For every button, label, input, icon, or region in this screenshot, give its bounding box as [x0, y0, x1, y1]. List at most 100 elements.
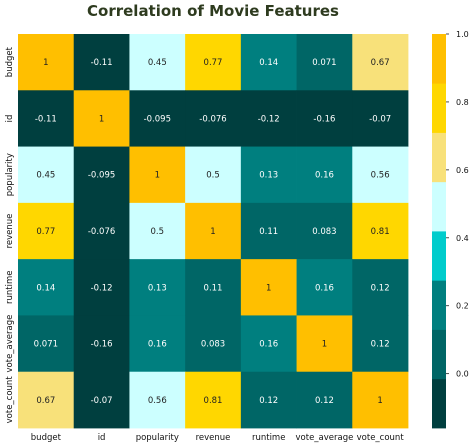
cell-value-label: 1 — [377, 396, 382, 406]
colorbar-tick-label: 0.0 — [456, 370, 469, 379]
colorbar-tick-label: 1.0 — [456, 30, 469, 39]
cell-value-label: 0.56 — [148, 396, 167, 406]
colorbar-segment — [432, 329, 446, 380]
cell-value-label: 0.16 — [315, 283, 334, 293]
cell-value-label: 0.12 — [371, 283, 390, 293]
cell-value-label: 0.14 — [259, 58, 278, 68]
x-tick-label-budget: budget — [31, 433, 62, 443]
heatmap-cell-id-budget — [18, 90, 75, 147]
colorbar-segment — [432, 132, 446, 183]
x-tick-label-revenue: revenue — [196, 433, 231, 443]
colorbar-segment — [432, 280, 446, 330]
cell-value-label: 0.083 — [312, 227, 336, 237]
heatmap-cell-vote_count-vote_count — [352, 371, 409, 429]
heatmap-cell-runtime-popularity — [129, 259, 186, 316]
cell-value-label: 1 — [322, 340, 327, 350]
cell-value-label: -0.12 — [91, 283, 113, 293]
colorbar-tick-label: 0.8 — [456, 98, 469, 107]
heatmap-cell-vote_average-popularity — [129, 315, 186, 373]
cell-value-label: 0.12 — [371, 340, 390, 350]
heatmap-cell-id-revenue — [185, 90, 242, 147]
cell-value-label: -0.16 — [91, 340, 113, 350]
heatmap-cell-vote_average-id — [73, 315, 130, 373]
heatmap-cell-revenue-revenue — [185, 202, 242, 260]
heatmap-cell-popularity-revenue — [185, 146, 242, 204]
cell-value-label: 0.083 — [201, 340, 225, 350]
heatmap-cell-revenue-budget — [18, 202, 75, 260]
cell-value-label: 0.13 — [259, 171, 278, 181]
heatmap-cell-revenue-runtime — [240, 202, 297, 260]
cell-value-label: -0.07 — [91, 396, 113, 406]
cell-value-label: 0.77 — [204, 58, 223, 68]
cell-value-label: -0.16 — [313, 114, 335, 124]
cell-value-label: 0.56 — [371, 171, 390, 181]
heatmap-cell-revenue-popularity — [129, 202, 186, 260]
colorbar-tick-label: 0.2 — [456, 302, 469, 311]
y-tick-label-vote_count: vote_count — [5, 376, 15, 424]
heatmap-cell-id-runtime — [240, 90, 297, 147]
heatmap-cell-budget-vote_count — [352, 34, 409, 91]
colorbar-tick-label: 0.6 — [456, 166, 469, 175]
cell-value-label: 0.12 — [315, 396, 334, 406]
cell-value-label: 0.16 — [148, 340, 167, 350]
heatmap-cell-runtime-revenue — [185, 259, 242, 316]
heatmap-cell-vote_average-budget — [18, 315, 75, 373]
cell-value-label: -0.11 — [35, 114, 57, 124]
cell-value-label: -0.12 — [258, 114, 280, 124]
y-axis-tick-labels: budget id popularity revenue runtime vote_ave… — [5, 46, 15, 423]
cell-value-label: 0.16 — [315, 171, 334, 181]
x-tick-label-runtime: runtime — [252, 433, 285, 443]
heatmap-cell-vote_average-runtime — [240, 315, 297, 373]
heatmap-cell-vote_count-budget — [18, 371, 75, 429]
cell-value-label: 0.5 — [151, 227, 165, 237]
colorbar-segment — [432, 181, 446, 232]
heatmap-cell-popularity-budget — [18, 146, 75, 204]
colorbar-segment — [432, 231, 446, 281]
cell-value-label: 1 — [99, 114, 104, 124]
heatmap-cell-id-id — [73, 90, 130, 147]
cell-value-label: 0.11 — [204, 283, 223, 293]
heatmap-cell-id-popularity — [129, 90, 186, 147]
x-tick-label-vote_average: vote_average — [296, 433, 354, 443]
heatmap-cells — [18, 34, 409, 429]
x-axis-tick-labels: budget id popularity revenue runtime vote_ave… — [31, 433, 405, 443]
cell-value-label: 0.14 — [36, 283, 55, 293]
cell-value-label: 0.12 — [259, 396, 278, 406]
cell-value-label: -0.076 — [199, 114, 226, 124]
y-tick-label-id: id — [5, 115, 15, 123]
heatmap-cell-runtime-budget — [18, 259, 75, 316]
heatmap-cell-revenue-id — [73, 202, 130, 260]
heatmap-cell-budget-revenue — [185, 34, 242, 91]
cell-value-label: 0.67 — [36, 396, 55, 406]
cell-value-label: 0.5 — [206, 171, 220, 181]
y-tick-label-vote_average: vote_average — [5, 315, 15, 373]
y-tick-label-revenue: revenue — [5, 214, 15, 249]
cell-value-label: -0.095 — [144, 114, 171, 124]
cell-value-label: -0.07 — [369, 114, 391, 124]
heatmap-cell-vote_count-runtime — [240, 371, 297, 429]
cell-value-label: 0.071 — [312, 58, 336, 68]
heatmap-cell-vote_count-vote_average — [296, 371, 353, 429]
heatmap-cell-vote_count-popularity — [129, 371, 186, 429]
heatmap-cell-vote_count-id — [73, 371, 130, 429]
heatmap-cell-budget-popularity — [129, 34, 186, 91]
cell-value-label: 0.77 — [36, 227, 55, 237]
heatmap-cell-vote_average-vote_count — [352, 315, 409, 373]
heatmap-cell-revenue-vote_count — [352, 202, 409, 260]
cell-value-label: 1 — [43, 58, 48, 68]
cell-value-label: -0.095 — [88, 171, 115, 181]
chart-title: Correlation of Movie Features — [87, 2, 339, 20]
colorbar-tick-label: 0.4 — [456, 234, 469, 243]
x-tick-label-vote_count: vote_count — [357, 433, 405, 443]
cell-value-label: 0.45 — [36, 171, 55, 181]
y-tick-label-budget: budget — [5, 46, 15, 77]
heatmap-cell-vote_average-vote_average — [296, 315, 353, 373]
heatmap-cell-budget-runtime — [240, 34, 297, 91]
heatmap-cell-budget-id — [73, 34, 130, 91]
cell-value-label: 0.81 — [204, 396, 223, 406]
y-tick-label-runtime: runtime — [5, 271, 15, 304]
heatmap-cell-runtime-vote_average — [296, 259, 353, 316]
heatmap-cell-popularity-vote_count — [352, 146, 409, 204]
cell-value-label: 1 — [155, 171, 160, 181]
colorbar-segment — [432, 378, 446, 429]
